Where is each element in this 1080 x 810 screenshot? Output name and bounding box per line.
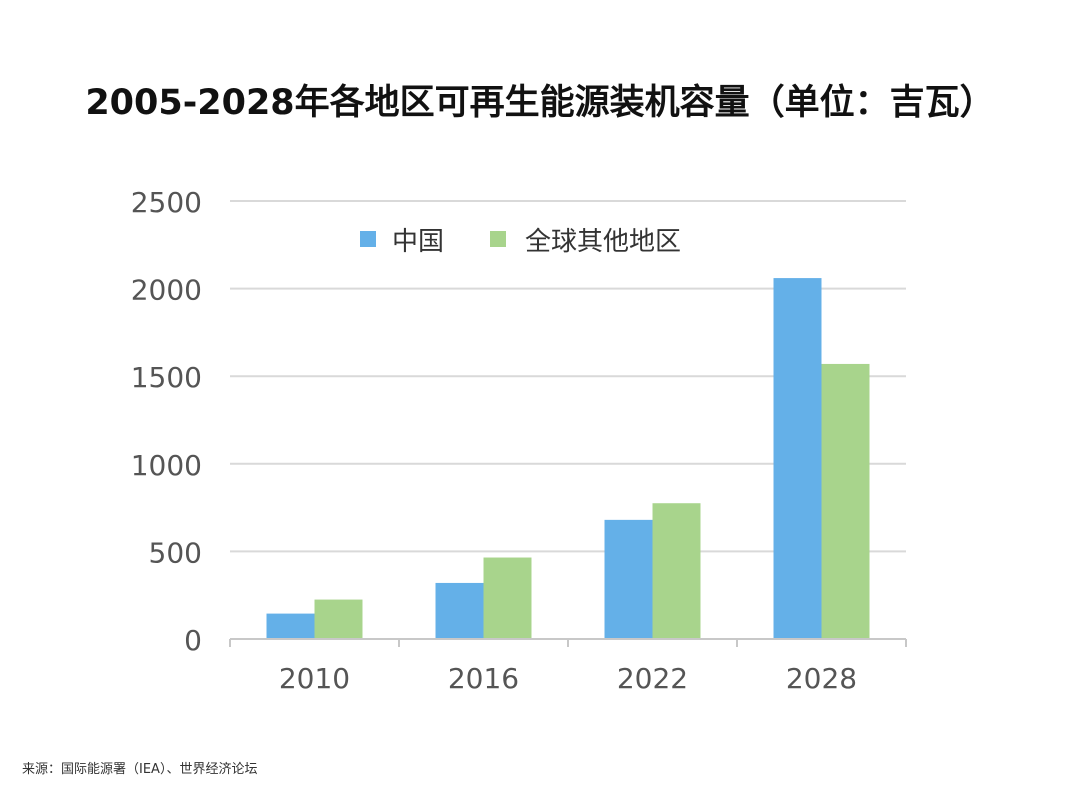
- x-tick-label: 2028: [786, 662, 857, 695]
- bar-2028-series-1: [773, 278, 822, 639]
- source-note: 来源：国际能源署（IEA）、世界经济论坛: [22, 762, 258, 777]
- x-tick-label: 2010: [279, 662, 350, 695]
- bar-2010-series-2: [314, 599, 363, 639]
- bar-2016-series-2: [483, 557, 532, 639]
- legend-label: 全球其他地区: [525, 227, 681, 257]
- legend-swatch: [490, 231, 506, 247]
- y-tick-label: 2500: [131, 186, 202, 219]
- bar-2028-series-2: [821, 363, 870, 639]
- legend-label: 中国: [392, 227, 444, 257]
- x-tick-label: 2022: [617, 662, 688, 695]
- y-axis-ticks: 0 500 1000 1500 2000 2500: [131, 186, 202, 657]
- x-axis: [229, 638, 907, 647]
- legend-swatch: [360, 231, 376, 247]
- bar-2010-series-1: [266, 613, 315, 639]
- y-tick-label: 0: [184, 624, 202, 657]
- bar-2022-series-1: [604, 519, 653, 639]
- bar-2022-series-2: [652, 503, 701, 639]
- y-tick-label: 1000: [131, 449, 202, 482]
- y-tick-label: 500: [149, 536, 202, 569]
- bar-2016-series-1: [435, 582, 484, 639]
- y-tick-label: 2000: [131, 274, 202, 307]
- bars: [266, 278, 870, 639]
- y-tick-label: 1500: [131, 361, 202, 394]
- x-tick-label: 2016: [448, 662, 519, 695]
- x-axis-ticks: 2010 2016 2022 2028: [279, 662, 857, 695]
- legend: 中国 全球其他地区: [360, 227, 681, 257]
- chart-title: 2005-2028年各地区可再生能源装机容量（单位：吉瓦）: [85, 83, 995, 123]
